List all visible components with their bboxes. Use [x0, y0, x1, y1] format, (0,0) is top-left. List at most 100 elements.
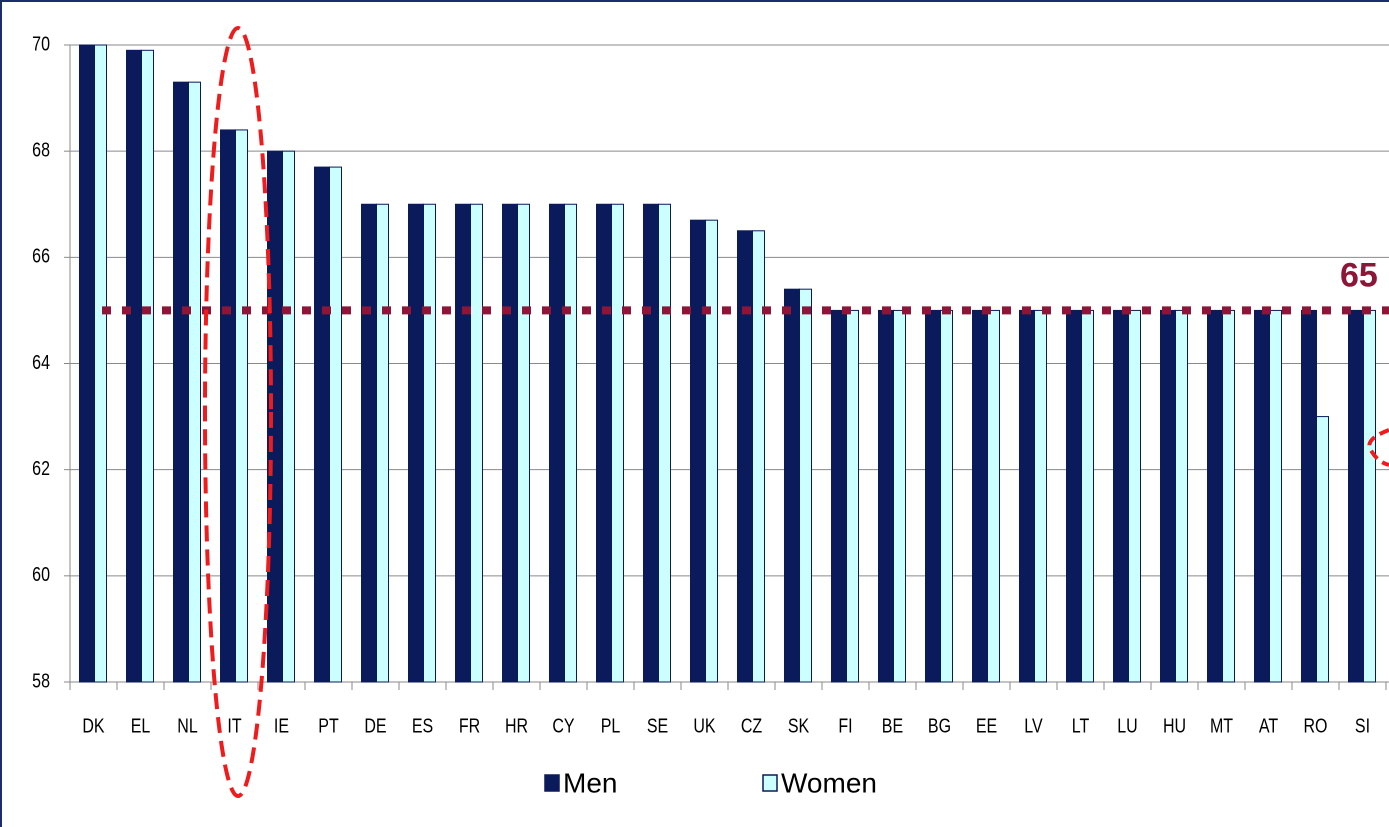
men-bar [596, 203, 612, 683]
women-bar [282, 150, 295, 683]
x-tick-label: CY [552, 715, 574, 737]
women-bar [611, 203, 624, 683]
women-bar [94, 44, 107, 683]
x-tick-label: EL [131, 715, 151, 737]
women-bar [235, 129, 248, 683]
x-tick-label: DK [82, 715, 104, 737]
x-tick-label: SK [788, 715, 809, 737]
x-tick-label: PL [601, 715, 621, 737]
men-bar [690, 219, 706, 683]
x-tick-label: LU [1117, 715, 1137, 737]
women-bar [1269, 309, 1282, 683]
men-bar [1301, 309, 1317, 683]
x-tick-label: FI [838, 715, 852, 737]
x-tick-label: SE [647, 715, 668, 737]
x-tick-label: EE [976, 715, 997, 737]
women-bar [376, 203, 389, 683]
men-bar [220, 129, 236, 683]
women-bar [893, 309, 906, 683]
legend-swatch [544, 774, 560, 792]
women-bar [987, 309, 1000, 683]
x-tick-label: HU [1163, 715, 1186, 737]
women-bar [705, 219, 718, 683]
x-tick-label: AT [1259, 715, 1278, 737]
x-tick-label: UK [693, 715, 715, 737]
highlight-ellipse [203, 26, 273, 798]
women-bar [423, 203, 436, 683]
x-tick-label: PT [318, 715, 338, 737]
men-bar [737, 230, 753, 683]
x-tick-label: RO [1303, 715, 1327, 737]
bar-layer [79, 44, 1376, 683]
x-tick-label: IT [227, 715, 241, 737]
highlight-ellipse-partial [1367, 428, 1389, 467]
x-tick-label: FR [459, 715, 480, 737]
y-tick-label: 60 [32, 563, 50, 585]
men-bar [1113, 309, 1129, 683]
men-bar [549, 203, 565, 683]
y-tick-label: 70 [32, 33, 50, 55]
men-bar [408, 203, 424, 683]
men-bar [1160, 309, 1176, 683]
women-bar [940, 309, 953, 683]
women-bar [564, 203, 577, 683]
x-tick-label: NL [177, 715, 197, 737]
x-tick-label: BE [882, 715, 903, 737]
men-bar [643, 203, 659, 683]
x-tick-label: SI [1355, 715, 1370, 737]
x-tick-label: HR [505, 715, 528, 737]
men-bar [972, 309, 988, 683]
men-bar [784, 288, 800, 683]
women-bar [470, 203, 483, 683]
women-bar [1363, 309, 1376, 683]
y-tick-label: 64 [32, 351, 50, 373]
men-bar [878, 309, 894, 683]
men-bar [831, 309, 847, 683]
men-bar [1254, 309, 1270, 683]
men-bar [1019, 309, 1035, 683]
x-tick-label: CZ [741, 715, 762, 737]
women-bar [1316, 416, 1329, 683]
x-tick-label: MT [1210, 715, 1233, 737]
y-tick-label: 68 [32, 139, 50, 161]
x-tick-label: DE [364, 715, 386, 737]
overlay-layer: 65 Men Women [102, 26, 1389, 798]
men-bar [1348, 309, 1364, 683]
y-tick-label: 66 [32, 245, 50, 267]
women-bar [188, 81, 201, 683]
x-tick-label: ES [412, 715, 433, 737]
women-bar [799, 288, 812, 683]
women-bar [1128, 309, 1141, 683]
women-bar [517, 203, 530, 683]
x-tick-label: LT [1072, 715, 1089, 737]
reference-label: 65 [1340, 256, 1378, 294]
legend-label: Women [781, 767, 877, 798]
men-bar [502, 203, 518, 683]
men-bar [925, 309, 941, 683]
women-bar [1222, 309, 1235, 683]
men-bar [1066, 309, 1082, 683]
men-bar [1207, 309, 1223, 683]
men-bar [126, 49, 142, 683]
legend-swatch [762, 774, 778, 792]
women-bar [141, 49, 154, 683]
women-bar [658, 203, 671, 683]
men-bar [173, 81, 189, 683]
x-tick-label: IE [274, 715, 289, 737]
men-bar [314, 166, 330, 683]
legend-label: Men [563, 767, 617, 798]
women-bar [329, 166, 342, 683]
women-bar [1175, 309, 1188, 683]
men-bar [79, 44, 95, 683]
x-tick-label: LV [1024, 715, 1042, 737]
men-bar [455, 203, 471, 683]
women-bar [846, 309, 859, 683]
y-tick-label: 58 [32, 670, 50, 692]
y-tick-label: 62 [32, 457, 50, 479]
women-bar [1081, 309, 1094, 683]
men-bar [361, 203, 377, 683]
women-bar [1034, 309, 1047, 683]
